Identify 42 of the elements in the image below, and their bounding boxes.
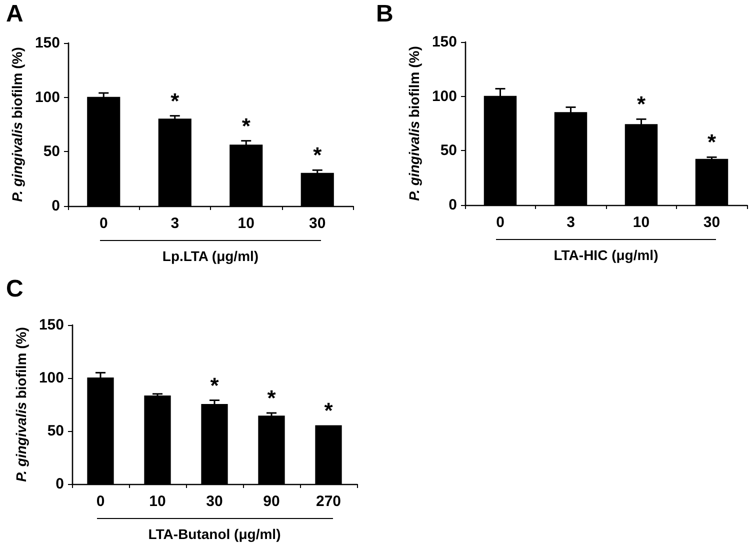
x-tick-label: 10 [632, 214, 650, 231]
x-tick-label: 10 [149, 493, 166, 510]
y-tick-label: 150 [38, 316, 64, 334]
annotation: * [707, 130, 716, 155]
annotation: * [636, 92, 646, 117]
x-tick-label: 0 [496, 214, 504, 231]
x-tick-label: 30 [206, 493, 223, 510]
y-tick-label: 0 [52, 198, 60, 214]
x-axis-title: LTA-Butanol (μg/ml) [147, 526, 282, 542]
annotation: * [210, 372, 220, 398]
annotation: * [170, 88, 180, 114]
x-tick-label: 0 [99, 215, 108, 232]
x-tick-label: 90 [263, 493, 280, 510]
x-tick-label: 3 [566, 214, 575, 231]
chart-title: C [6, 276, 24, 302]
y-tick-label: 50 [440, 142, 457, 160]
y-tick-label: 100 [432, 88, 457, 105]
y-tick-label: 50 [43, 143, 60, 160]
chart-title: A [6, 0, 24, 28]
x-tick-label: 30 [703, 214, 720, 231]
y-axis-title: P. gingivalis biofilm (%) [13, 327, 30, 482]
x-tick-label: 0 [96, 493, 105, 510]
x-tick-label: 3 [170, 215, 180, 232]
y-axis-title: P. gingivalis biofilm (%) [9, 47, 26, 202]
y-tick-label: 0 [448, 196, 457, 214]
y-tick-label: 150 [34, 34, 60, 52]
y-tick-label: 100 [34, 88, 60, 106]
chart-title: B [376, 0, 394, 28]
y-axis-title: P. gingivalis biofilm (%) [406, 46, 422, 201]
annotation: * [242, 113, 251, 138]
annotation: * [267, 385, 276, 410]
annotation: * [324, 398, 334, 424]
y-tick-label: 50 [47, 422, 64, 440]
x-tick-label: 30 [309, 215, 326, 232]
y-tick-label: 150 [432, 34, 457, 50]
x-tick-label: 10 [238, 215, 254, 232]
annotation: * [313, 142, 322, 168]
y-tick-label: 0 [56, 476, 64, 492]
y-tick-label: 100 [38, 370, 64, 386]
x-axis-title: Lp.LTA (μg/ml) [161, 248, 260, 264]
x-axis-title: LTA-HIC (μg/ml) [552, 247, 660, 263]
x-tick-label: 270 [316, 493, 342, 510]
